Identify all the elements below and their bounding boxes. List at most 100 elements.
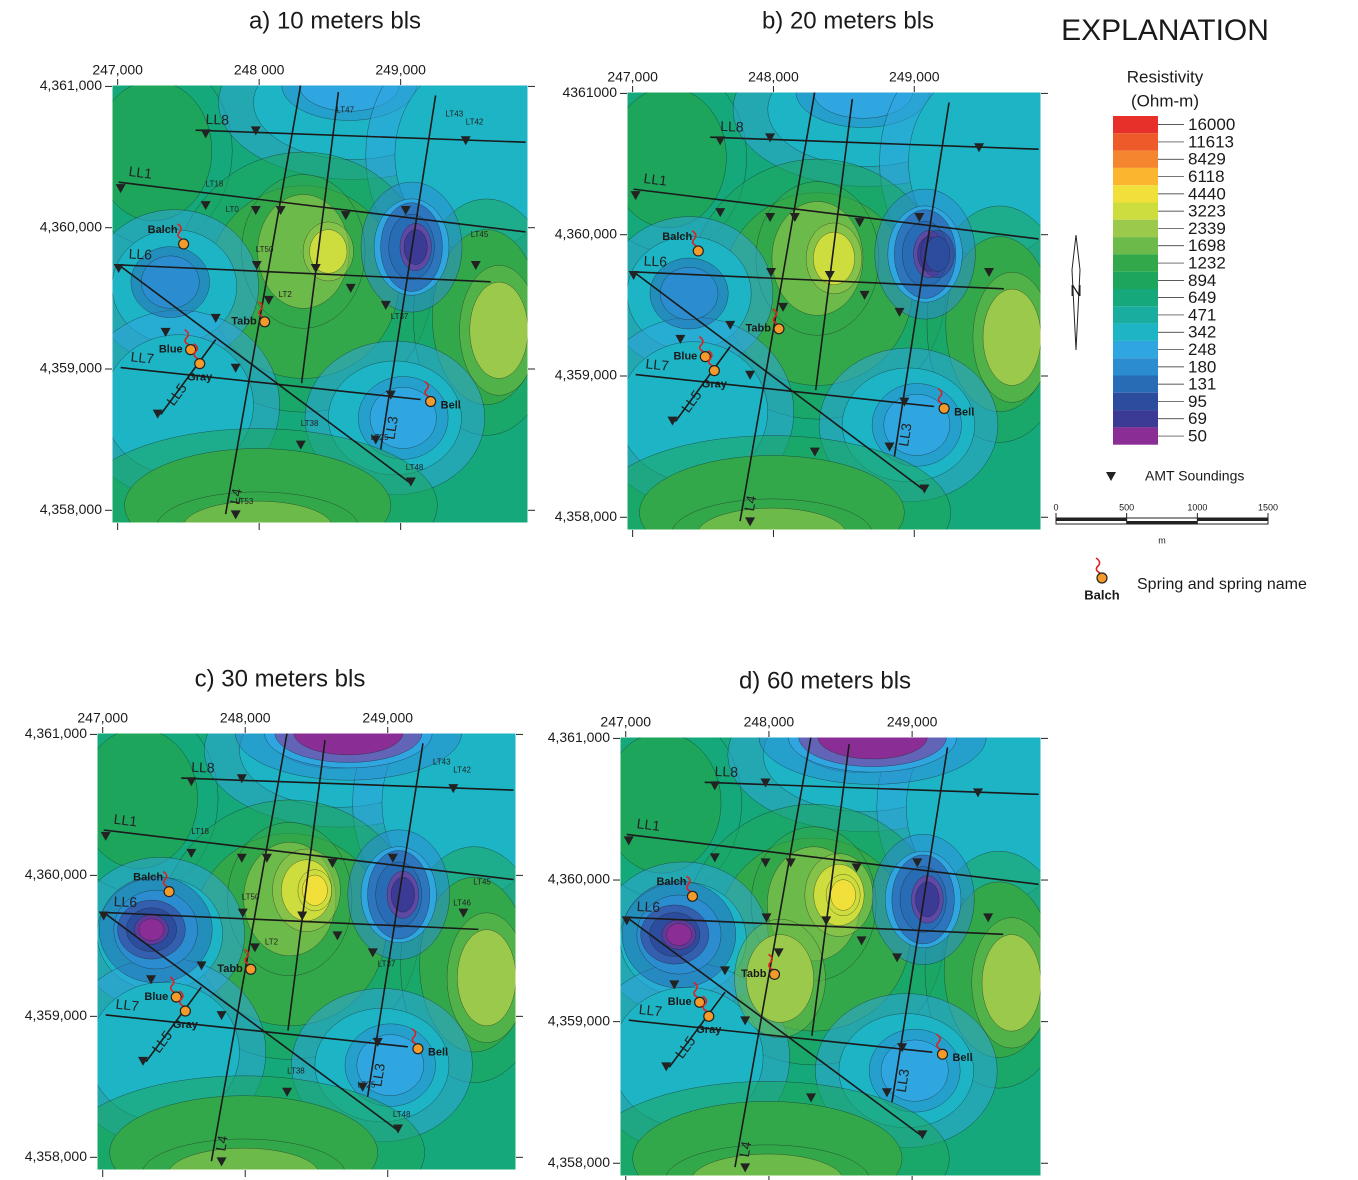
legend-spring-label: Spring and spring name — [1137, 576, 1307, 593]
sounding-label: LT38 — [301, 419, 319, 428]
legend-value: 69 — [1188, 409, 1207, 428]
y-tick-label: 4,360,000 — [25, 866, 87, 882]
resistivity-zone — [391, 877, 414, 912]
sounding-label: LT53 — [236, 497, 254, 506]
spring — [774, 324, 784, 334]
line-label: LL8 — [205, 111, 229, 128]
legend-swatch — [1113, 410, 1158, 427]
spring — [195, 359, 205, 369]
legend-swatch — [1113, 116, 1158, 133]
legend-heading: (Ohm-m) — [1131, 91, 1199, 110]
spring — [260, 317, 270, 327]
sounding-label: LT25 — [358, 1080, 376, 1089]
legend-title: EXPLANATION — [1061, 14, 1269, 47]
resistivity-zone — [982, 935, 1041, 1032]
line-label: LL6 — [128, 246, 152, 263]
legend-value: 11613 — [1188, 132, 1234, 151]
spring-name: Bell — [428, 1047, 448, 1059]
spring — [693, 246, 703, 256]
legend-swatch — [1113, 341, 1158, 358]
line-label: L4 — [212, 1134, 231, 1152]
legend-spring-example: Balch — [1084, 587, 1119, 602]
sounding-label: LT46 — [453, 899, 471, 908]
panel-title: a) 10 meters bls — [249, 7, 421, 34]
line-label: LL8 — [714, 763, 738, 780]
spring — [413, 1044, 423, 1054]
legend-swatch — [1113, 203, 1158, 220]
legend-value: 342 — [1188, 323, 1216, 342]
spring-name: Blue — [668, 996, 692, 1008]
sounding-label: LT42 — [453, 765, 471, 774]
x-tick-label: 248 000 — [234, 62, 285, 78]
legend-value: 131 — [1188, 375, 1216, 394]
sounding-label: LT37 — [378, 959, 396, 968]
spring-name: Gray — [173, 1019, 199, 1031]
y-tick-label: 4,361,000 — [25, 725, 87, 741]
sounding-label: LT45 — [473, 878, 491, 887]
sounding-label: LT37 — [391, 312, 409, 321]
resistivity-zone — [925, 237, 950, 272]
spring-name: Bell — [952, 1052, 972, 1064]
line-label: LL7 — [645, 355, 670, 373]
spring — [770, 969, 780, 979]
x-tick-label: 247,000 — [77, 710, 128, 726]
legend: EXPLANATIONResistivity(Ohm-m)16000116138… — [1053, 14, 1306, 603]
line-label: LL7 — [638, 1001, 663, 1019]
legend-value: 3223 — [1188, 202, 1226, 221]
sounding-label: LT47 — [336, 106, 354, 115]
spring — [180, 1006, 190, 1016]
line-label: LL7 — [130, 348, 155, 366]
line-label: LL8 — [720, 118, 744, 135]
sounding-label: LT42 — [466, 117, 484, 126]
legend-value: 1232 — [1188, 254, 1226, 273]
y-tick-label: 4,359,000 — [40, 360, 102, 376]
line-label: LL6 — [113, 893, 137, 910]
spring-name: Gray — [696, 1024, 722, 1036]
y-tick-label: 4,358,000 — [555, 508, 617, 524]
resistivity-surface — [60, 673, 579, 1180]
spring-name: Blue — [159, 344, 183, 356]
line-label: LL1 — [128, 163, 153, 182]
map-panel: d) 60 meters bls247,000248,000249,0004,3… — [548, 667, 1104, 1180]
legend-swatch — [1113, 220, 1158, 237]
spring — [426, 396, 436, 406]
x-tick-label: 249,000 — [375, 62, 426, 78]
x-tick-label: 248,000 — [220, 710, 271, 726]
legend-swatch — [1113, 272, 1158, 289]
legend-soundings: AMT Soundings — [1145, 468, 1244, 484]
figure: a) 10 meters bls 247,000 248 000 249,000 4,3… — [0, 0, 1358, 1180]
scale-segment — [1127, 521, 1198, 524]
sounding-label: LT48 — [393, 1110, 411, 1119]
legend-swatch — [1113, 168, 1158, 185]
legend-value: 50 — [1188, 427, 1207, 446]
spring — [704, 1011, 714, 1021]
resistivity-surface — [583, 677, 1105, 1180]
legend-swatch — [1113, 427, 1158, 444]
sounding-label: LT43 — [446, 109, 464, 118]
line-label: LL6 — [643, 253, 667, 270]
legend-value: 16000 — [1188, 115, 1235, 134]
resistivity-zone — [183, 501, 333, 554]
sounding-label: LT43 — [433, 757, 451, 766]
x-tick-label: 249,000 — [889, 69, 940, 85]
line-label: L4 — [741, 494, 759, 512]
resistivity-zone — [470, 282, 528, 378]
scale-label: 1000 — [1187, 502, 1207, 512]
sounding-label: LT25 — [371, 433, 389, 442]
resistivity-zone — [95, 81, 211, 221]
resistivity-zone — [916, 882, 940, 917]
legend-value: 4440 — [1188, 184, 1226, 203]
resistivity-zone — [881, 1040, 948, 1101]
y-tick-label: 4,361,000 — [40, 77, 102, 93]
legend-swatch — [1113, 185, 1158, 202]
resistivity-zone — [831, 880, 856, 911]
legend-swatch — [1113, 393, 1158, 410]
map-panel: b) 20 meters bls247,000248,000249,000436… — [555, 7, 1103, 589]
resistivity-surface — [75, 25, 590, 582]
panel-title: c) 30 meters bls — [195, 665, 366, 692]
legend-value: 471 — [1188, 305, 1216, 324]
legend-spring — [1097, 573, 1107, 583]
spring — [164, 887, 174, 897]
spring — [709, 366, 719, 376]
y-tick-label: 4,360,000 — [40, 218, 102, 234]
